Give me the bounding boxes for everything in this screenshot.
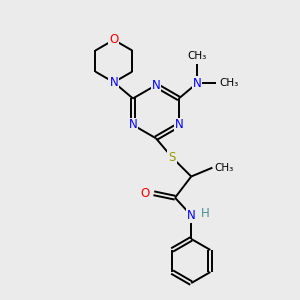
Text: CH₃: CH₃ xyxy=(214,163,233,173)
Text: CH₃: CH₃ xyxy=(219,78,238,88)
Text: O: O xyxy=(140,187,149,200)
Text: CH₃: CH₃ xyxy=(188,51,207,61)
Text: N: N xyxy=(175,118,183,131)
Text: N: N xyxy=(193,77,202,90)
Text: S: S xyxy=(168,151,176,164)
Text: N: N xyxy=(129,118,137,131)
Text: H: H xyxy=(201,207,209,220)
Text: N: N xyxy=(187,209,196,222)
Text: N: N xyxy=(110,76,118,89)
Text: O: O xyxy=(109,33,119,46)
Text: N: N xyxy=(152,79,160,92)
